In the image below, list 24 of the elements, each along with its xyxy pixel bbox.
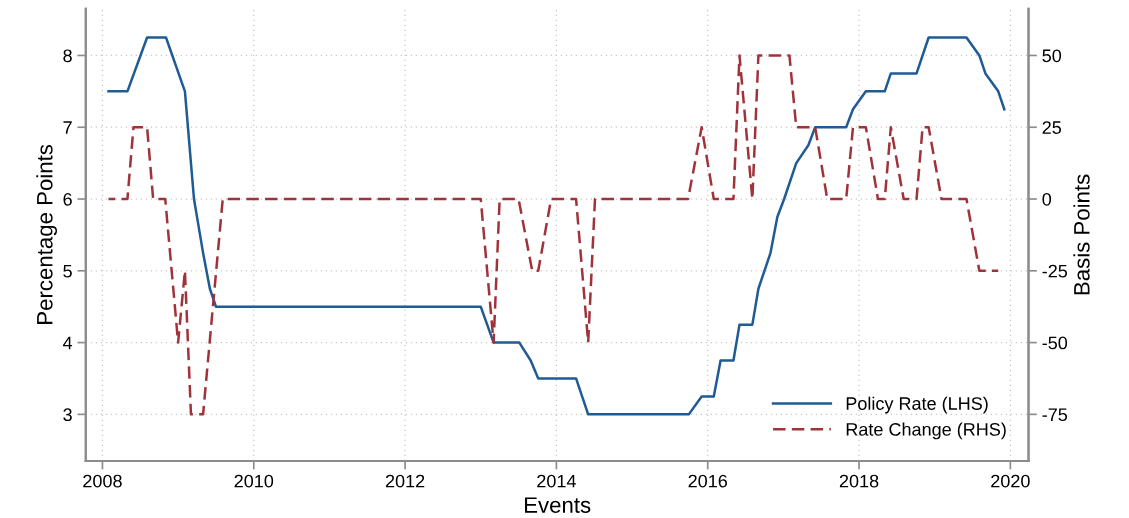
y2-tick-label: -25 [1042, 264, 1068, 278]
y-tick-label: 5 [63, 264, 72, 278]
y2-tick-label: 25 [1042, 121, 1062, 134]
y-tick-label: 4 [62, 336, 73, 350]
y-tick-label: 7 [63, 121, 72, 134]
y-tick-label: 8 [63, 49, 72, 63]
x-tick-label: 2012 [385, 474, 425, 488]
y-tick-label: 3 [63, 408, 72, 422]
x-axis-title: Events [525, 497, 591, 513]
y-axis-title: Percentage Points [36, 144, 58, 324]
x-tick-label: 2010 [234, 474, 274, 488]
x-tick-label: 2020 [991, 474, 1030, 488]
legend-label: Rate Change (RHS) [846, 422, 1006, 440]
y-tick-label: 6 [63, 192, 72, 206]
y2-axis-title: Basis Points [1073, 174, 1090, 295]
x-tick-label: 2018 [839, 474, 879, 488]
y2-tick-label: 0 [1042, 192, 1052, 206]
x-tick-label: 2014 [537, 474, 576, 488]
x-tick-label: 2016 [688, 474, 728, 488]
x-tick-label: 2008 [83, 474, 122, 488]
y2-tick-label: 50 [1042, 49, 1062, 63]
legend-label: Policy Rate (LHS) [846, 396, 988, 414]
y2-tick-label: -50 [1042, 336, 1068, 350]
y2-tick-label: -75 [1042, 408, 1068, 422]
